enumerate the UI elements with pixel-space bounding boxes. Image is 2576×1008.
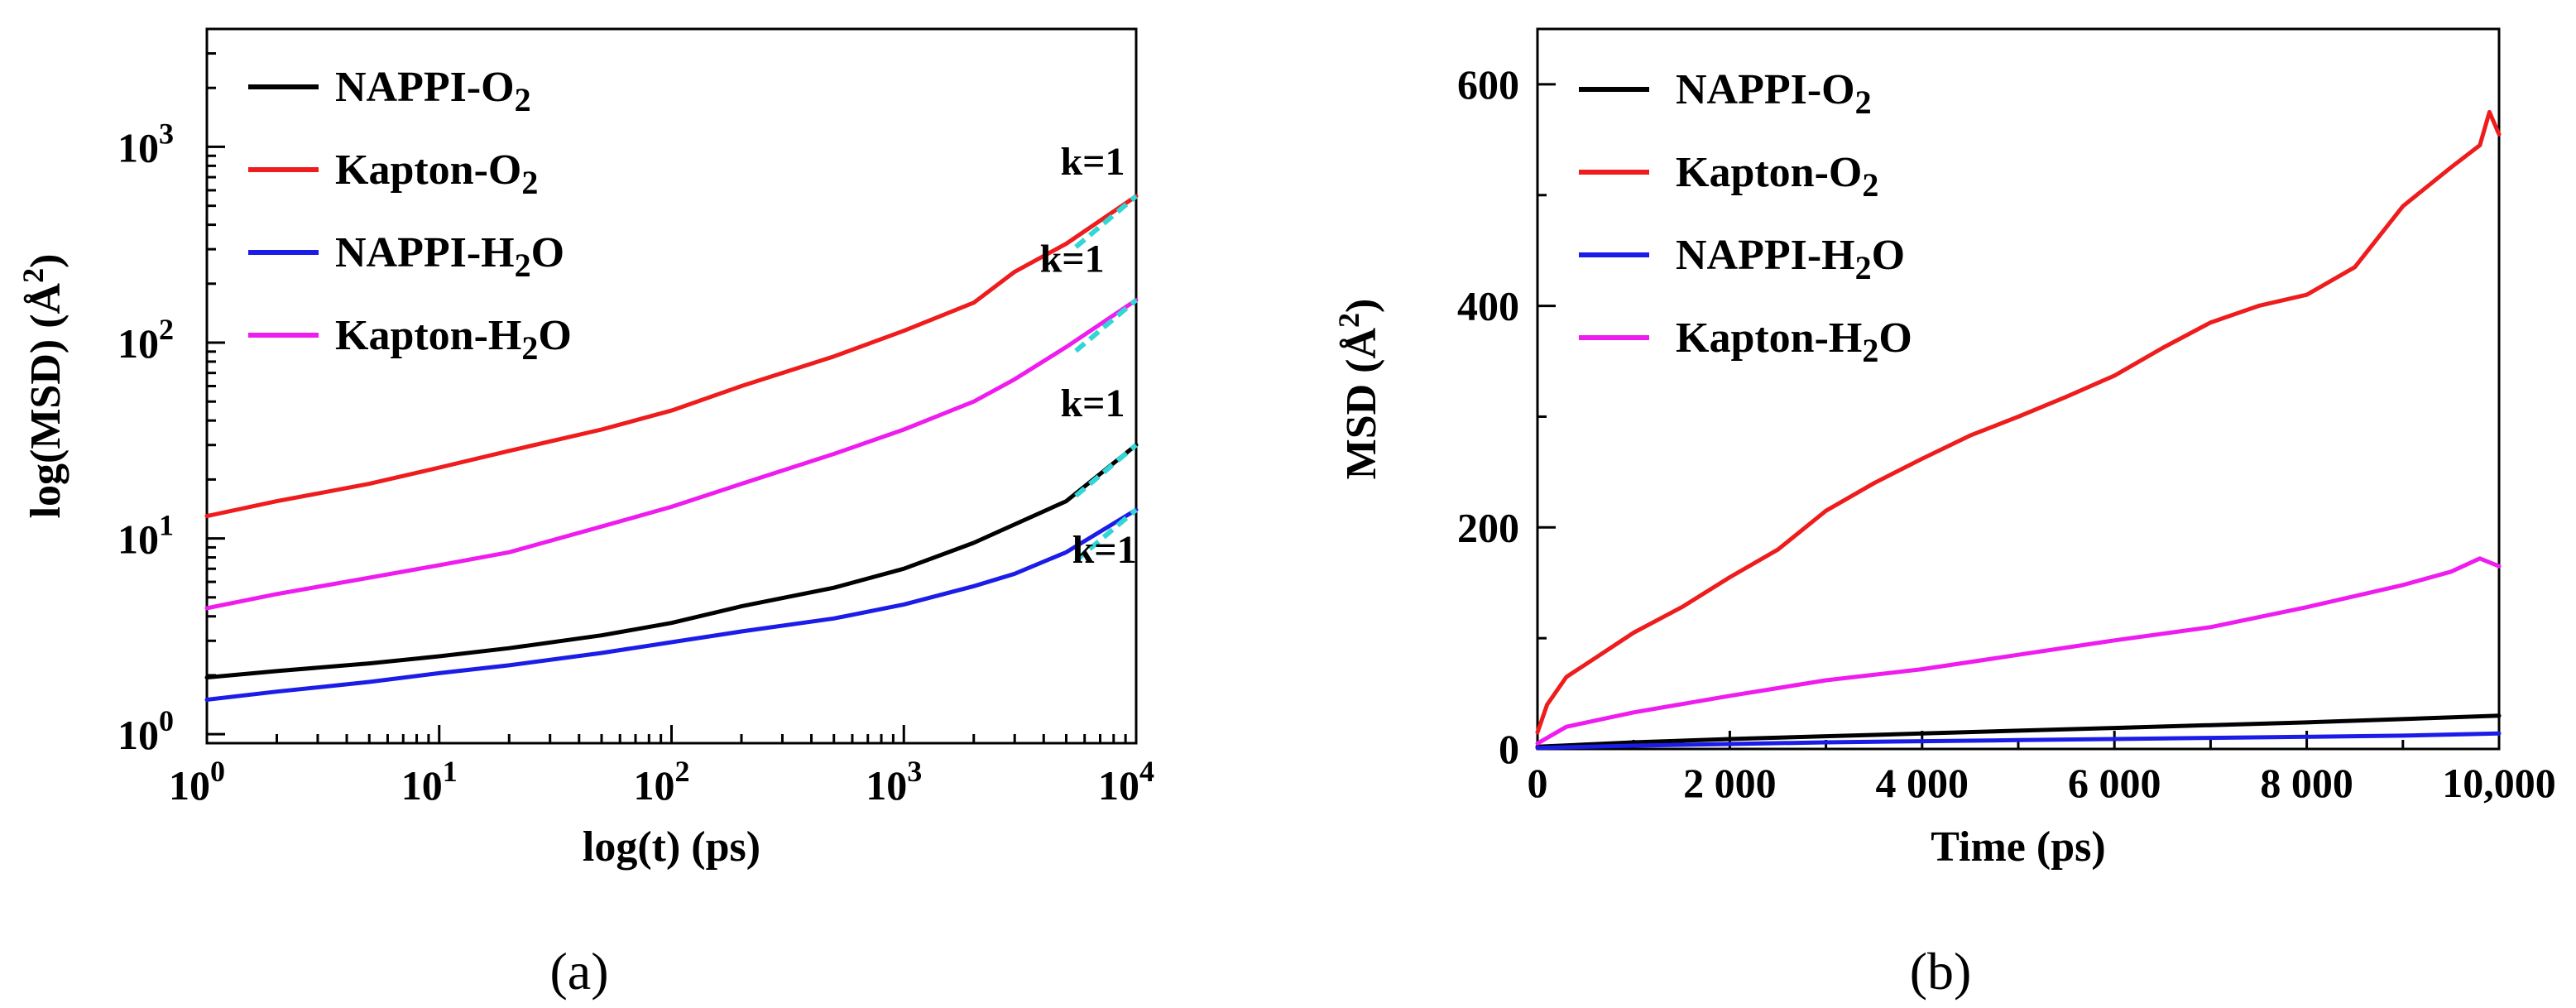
legend-label-b: Kapton-O2 (1676, 149, 1878, 204)
slope-fit-line-a (1074, 507, 1138, 563)
chart-a: 100 101 102 103 104 100 101 102 103 log(t) (ps) lo… (17, 27, 1154, 871)
legend-label-a: Kapton-O2 (335, 146, 538, 201)
series-line-a-NAPPI-O2 (204, 443, 1139, 680)
series-line-b-Kapton-O2 (1535, 109, 2502, 735)
y-tick-label-a: 102 (118, 313, 174, 367)
y-tick-label-b: 400 (1457, 283, 1519, 329)
y-tick-label-b: 600 (1457, 61, 1519, 108)
x-tick-label-b: 4 000 (1876, 760, 1969, 806)
y-tick-label-a: 100 (118, 704, 174, 758)
legend-label-a: NAPPI-H2O (335, 229, 564, 284)
y-tick-label-b: 0 (1499, 726, 1519, 772)
panel-label-a: (a) (549, 942, 608, 1001)
x-tick-label-b: 8 000 (2260, 760, 2353, 806)
slope-fit-line-a (1074, 298, 1138, 353)
series-line-a-Kapton-O2 (204, 194, 1139, 519)
y-tick-label-a: 103 (118, 117, 174, 170)
series-line-a-NAPPI-H2O (204, 507, 1139, 702)
x-tick-label-a: 100 (169, 755, 225, 809)
slope-annotation: k=1 (1060, 140, 1125, 184)
plot-frame-a (205, 27, 1138, 745)
legend-label-a: Kapton-H2O (335, 312, 572, 367)
x-tick-label-a: 103 (866, 755, 922, 809)
x-tick-label-a: 104 (1098, 755, 1154, 809)
x-tick-label-b: 6 000 (2068, 760, 2161, 806)
series-line-b-NAPPI-H2O (1535, 731, 2502, 751)
y-axis-title-b: MSD (Å2) (1332, 299, 1385, 480)
x-tick-label-a: 102 (634, 755, 690, 809)
x-axis-title-b: Time (ps) (1931, 823, 2105, 871)
series-line-a-Kapton-H2O (204, 298, 1139, 611)
legend-label-b: NAPPI-H2O (1676, 232, 1905, 286)
x-tick-label-b: 0 (1528, 760, 1548, 806)
y-axis-title-a: log(MSD) (Å2) (17, 254, 70, 519)
series-line-b-NAPPI-O2 (1535, 713, 2502, 749)
slope-annotation: k=1 (1060, 382, 1125, 425)
slope-fit-line-a (1074, 443, 1138, 498)
legend-label-b: Kapton-H2O (1676, 314, 1912, 369)
legend-label-b: NAPPI-O2 (1676, 66, 1872, 121)
series-line-b-Kapton-H2O (1535, 556, 2502, 746)
panel-label-b: (b) (1910, 942, 1972, 1001)
legend-label-a: NAPPI-O2 (335, 64, 531, 118)
x-tick-label-b: 2 000 (1683, 760, 1777, 806)
x-tick-label-a: 101 (401, 755, 458, 809)
chart-b: 0 2 000 4 000 6 000 8 000 10,000 0 200 400 600 Tim… (1332, 27, 2556, 871)
x-axis-title-a: log(t) (ps) (583, 823, 760, 871)
y-tick-label-b: 200 (1457, 504, 1519, 550)
slope-annotation: k=1 (1072, 528, 1137, 572)
y-tick-label-a: 101 (118, 509, 174, 563)
plot-frame-b (1536, 27, 2501, 751)
slope-fit-line-a (1074, 194, 1138, 249)
slope-annotation: k=1 (1040, 237, 1105, 281)
x-tick-label-b: 10,000 (2442, 760, 2556, 806)
